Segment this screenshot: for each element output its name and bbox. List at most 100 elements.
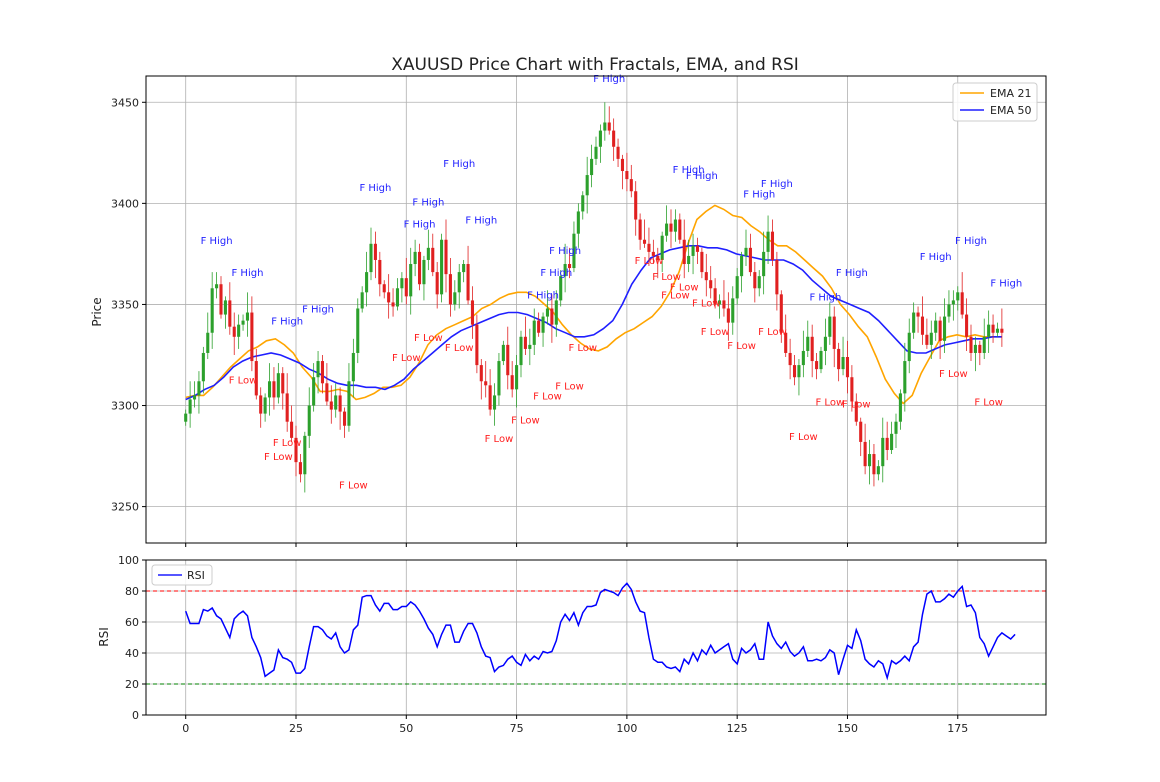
candle-body (766, 231, 770, 252)
candle-body (845, 357, 850, 378)
rsi-y-axis-label: RSI (97, 627, 111, 647)
candlestick (837, 342, 841, 382)
rsi-x-tick-label: 0 (182, 722, 189, 735)
candle-body (413, 251, 417, 265)
candle-body (656, 255, 660, 260)
candle-body (342, 411, 347, 426)
candlestick (691, 233, 695, 275)
fractal-high-label: F High (809, 292, 841, 303)
fractal-low-label: F Low (670, 282, 699, 293)
candle-body (695, 245, 700, 252)
legend-rsi-label: RSI (187, 569, 205, 582)
candle-body (307, 405, 311, 436)
candle-body (612, 130, 616, 147)
candle-body (691, 245, 695, 256)
candle-body (704, 272, 708, 281)
candle-body (312, 377, 316, 406)
candle-body (263, 397, 267, 414)
candle-body (806, 336, 810, 351)
candlestick (726, 292, 730, 341)
candle-body (537, 320, 541, 333)
candle-body (678, 219, 682, 240)
candle-body (991, 324, 995, 333)
candle-body (973, 344, 977, 353)
candlestick (334, 383, 338, 418)
fractal-low-label: F Low (555, 381, 584, 392)
price-x-ticks (185, 543, 959, 547)
candle-body (642, 239, 647, 244)
candlestick (607, 106, 611, 135)
candlestick (365, 251, 369, 307)
candlestick (995, 322, 1000, 337)
candle-body (978, 344, 982, 353)
candlestick (184, 409, 188, 426)
fractal-low-label: F Low (273, 438, 302, 449)
candlestick (638, 213, 642, 250)
candle-body (779, 294, 783, 333)
candle-body (395, 288, 400, 307)
candlestick (444, 219, 448, 293)
candle-body (687, 255, 691, 265)
candle-body (519, 336, 523, 366)
candle-body (709, 280, 713, 289)
candlestick (784, 314, 788, 358)
candlestick (369, 227, 373, 281)
candle-body (245, 312, 250, 321)
fractal-low-label: F Low (789, 432, 818, 443)
fractal-low-label: F Low (692, 298, 721, 309)
fractal-low-label: F Low (392, 353, 421, 364)
fractal-low-label: F Low (758, 327, 787, 338)
candlestick (960, 272, 964, 319)
fractal-high-label: F High (836, 268, 868, 279)
candle-body (417, 251, 422, 285)
candle-body (757, 276, 761, 289)
candle-body (409, 264, 413, 297)
candlestick (267, 363, 272, 416)
candlestick (431, 233, 435, 277)
candle-body (982, 336, 986, 353)
candle-body (744, 247, 748, 256)
candle-body (673, 219, 677, 232)
candlestick (342, 407, 347, 438)
candle-body (347, 381, 351, 426)
ema-21-line (185, 204, 1002, 405)
candle-body (228, 300, 232, 327)
ema-50-line (185, 245, 1002, 401)
candlestick (625, 152, 629, 192)
candle-body (832, 316, 836, 349)
candle-body (731, 298, 735, 323)
candle-body (881, 437, 885, 467)
candle-body (316, 361, 320, 378)
candlestick (223, 296, 227, 329)
candle-body (647, 243, 651, 252)
fractal-low-label: F Low (533, 391, 562, 402)
candle-body (916, 312, 920, 317)
candlestick (515, 354, 519, 408)
candlestick (801, 330, 805, 378)
candlestick (219, 276, 223, 319)
candle-body (956, 292, 960, 301)
candlestick (929, 320, 933, 360)
candlestick (320, 354, 325, 394)
candle-body (369, 243, 373, 273)
candle-body (462, 264, 466, 273)
candle-body (254, 361, 258, 396)
rsi-panel: 0 20 40 60 80 100 0 25 50 75 100 125 150 175 RSI RSI (97, 554, 1047, 735)
fractal-low-label: F Low (445, 343, 474, 354)
fractal-low-label: F Low (511, 416, 540, 427)
candlestick (651, 239, 655, 265)
candlestick (228, 282, 232, 335)
candle-body (942, 316, 947, 341)
rsi-y-tick-label: 40 (125, 647, 139, 660)
candlestick (259, 387, 263, 428)
candle-body (365, 272, 369, 293)
candlestick (272, 367, 276, 410)
candlestick (360, 286, 364, 313)
candlestick (422, 255, 426, 301)
rsi-gridlines (146, 559, 1046, 716)
candlestick (312, 363, 316, 412)
candlestick (532, 308, 536, 355)
candlestick (448, 257, 452, 317)
candle-body (404, 278, 408, 297)
